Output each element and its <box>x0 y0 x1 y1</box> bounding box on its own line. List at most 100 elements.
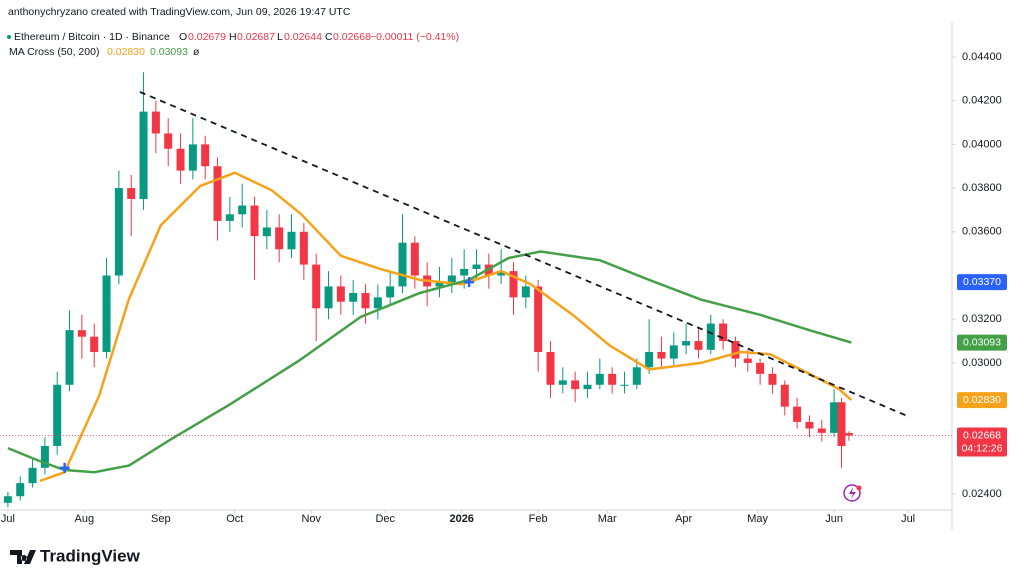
status-dot <box>7 35 11 39</box>
candle-body <box>595 373 604 385</box>
candle-body <box>262 227 271 237</box>
x-tick-label: Nov <box>301 513 321 525</box>
candle-body <box>682 341 691 346</box>
y-tick-label: 0.03000 <box>962 357 1002 369</box>
candle-body <box>546 351 555 385</box>
candle-body <box>299 231 308 265</box>
y-tick-label: 0.04400 <box>962 51 1002 63</box>
candle-body <box>151 111 160 134</box>
x-tick-label: Jul <box>1 513 15 525</box>
event-bolt <box>849 487 856 499</box>
event-icon[interactable] <box>843 484 861 502</box>
candle-body <box>312 264 321 309</box>
price-tag-label: 0.02830 <box>963 394 1001 406</box>
candle-body <box>768 373 777 385</box>
l-label: L <box>277 31 283 43</box>
price-tag-label: 0.03370 <box>963 276 1001 288</box>
candle-body <box>324 286 333 309</box>
candle-body <box>743 358 752 363</box>
price-tag <box>957 334 1007 351</box>
candle-body <box>830 402 839 433</box>
candle-body <box>127 188 136 200</box>
candle-body <box>435 282 444 287</box>
y-tick-label: 0.02400 <box>962 488 1002 500</box>
candle-body <box>238 205 247 215</box>
x-tick-label: Oct <box>226 513 243 525</box>
candle-body <box>77 330 86 337</box>
price-tag <box>957 427 1007 457</box>
ma-fast: 0.02830 <box>107 46 145 58</box>
candle-body <box>287 231 296 250</box>
candle-body <box>620 384 629 386</box>
candle-body <box>139 111 148 200</box>
candle-body <box>90 336 99 352</box>
x-tick-label: Aug <box>75 513 95 525</box>
open: 0.02679 <box>188 31 226 43</box>
c-label: C <box>325 31 333 43</box>
x-tick-label: Jul <box>901 513 915 525</box>
candle-body <box>793 406 802 422</box>
candle-body <box>558 380 567 385</box>
candle-body <box>669 345 678 359</box>
candle-body <box>16 483 25 497</box>
price-tag <box>957 392 1007 409</box>
legend: Ethereum / Bitcoin · 1D · Binance O 0.02… <box>7 31 459 58</box>
brand: TradingView <box>40 546 141 565</box>
candle-body <box>497 271 506 276</box>
candle-body <box>521 286 530 298</box>
candle-body <box>632 367 641 385</box>
logo-mark <box>10 550 36 564</box>
candle-body <box>349 292 358 302</box>
moving-average <box>7 250 852 474</box>
candle-body <box>571 380 580 390</box>
price-tag-label: 0.03093 <box>963 336 1001 348</box>
moving-average <box>39 171 853 483</box>
candle-body <box>225 214 234 221</box>
candle-body <box>694 341 703 350</box>
x-tick-label: Jun <box>825 513 843 525</box>
candle-body <box>472 264 481 269</box>
candle-body <box>719 323 728 342</box>
candle-body <box>805 421 814 429</box>
x-tick-label: Apr <box>675 513 692 525</box>
candle-body <box>460 268 469 276</box>
candle-body <box>65 330 74 385</box>
ma-slow: 0.03093 <box>150 46 188 58</box>
candle-body <box>447 275 456 283</box>
candle-body <box>657 351 666 359</box>
candle-body <box>361 292 370 309</box>
ma-cross-marker <box>464 277 475 288</box>
x-tick-label: 2026 <box>449 513 473 525</box>
candle-body <box>608 373 617 385</box>
high: 0.02687 <box>237 31 275 43</box>
low: 0.02644 <box>284 31 322 43</box>
candle-body <box>817 428 826 433</box>
symbol: Ethereum / Bitcoin · 1D · Binance <box>14 31 170 43</box>
indicator: MA Cross (50, 200) <box>9 46 99 58</box>
y-tick-label: 0.03800 <box>962 182 1002 194</box>
candle-body <box>201 144 210 167</box>
candle-body <box>188 144 197 171</box>
candle-body <box>275 227 284 250</box>
x-tick-label: Dec <box>375 513 395 525</box>
candle-body <box>250 205 259 237</box>
plot-area <box>0 72 952 508</box>
candle-body <box>102 275 111 352</box>
candle-body <box>40 445 49 468</box>
candle-body <box>386 286 395 298</box>
candle-body <box>3 496 12 503</box>
candle-body <box>164 133 173 149</box>
candle-body <box>645 351 654 368</box>
candle-body <box>583 384 592 390</box>
candle-body <box>28 467 37 484</box>
y-tick-label: 0.03200 <box>962 313 1002 325</box>
candle-body <box>213 166 222 221</box>
candle-body <box>844 433 853 436</box>
price-tag-label: 0.02668 <box>963 429 1001 441</box>
brand-logo: TradingView <box>10 546 141 565</box>
candle-body <box>780 384 789 407</box>
close: 0.02668 <box>333 31 371 43</box>
y-tick-label: 0.04200 <box>962 95 1002 107</box>
x-tick-label: Mar <box>598 513 617 525</box>
x-tick-label: Sep <box>151 513 171 525</box>
